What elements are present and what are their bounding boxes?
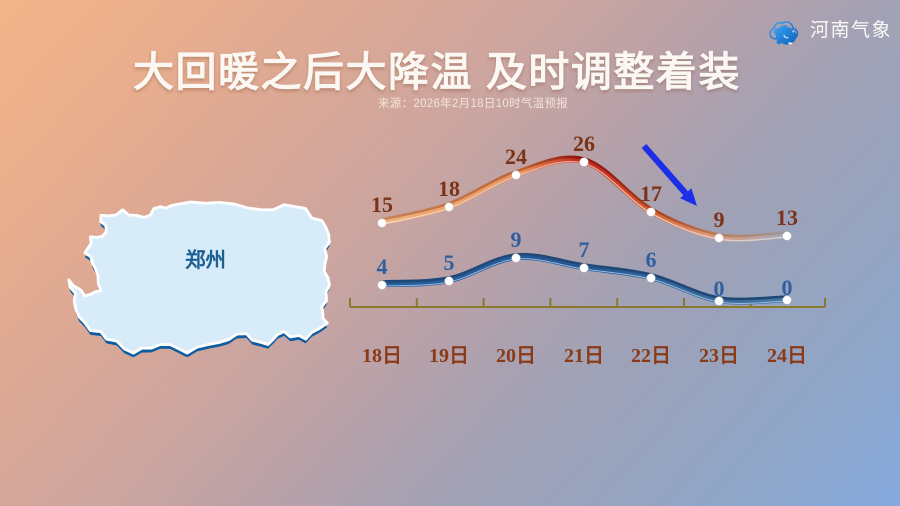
svg-text:5: 5	[444, 250, 455, 275]
svg-text:9: 9	[511, 227, 522, 252]
svg-text:19日: 19日	[429, 345, 469, 367]
svg-text:15: 15	[371, 192, 393, 217]
svg-text:17: 17	[640, 181, 662, 206]
svg-text:6: 6	[646, 247, 657, 272]
svg-text:18日: 18日	[362, 345, 402, 367]
svg-text:郑州: 郑州	[185, 249, 226, 272]
svg-text:18: 18	[438, 176, 460, 201]
svg-text:9: 9	[714, 207, 725, 232]
svg-text:0: 0	[714, 276, 725, 301]
svg-text:24日: 24日	[767, 345, 807, 367]
svg-text:24: 24	[505, 144, 527, 169]
svg-text:22日: 22日	[631, 345, 671, 367]
svg-text:23日: 23日	[699, 345, 739, 367]
svg-text:21日: 21日	[564, 345, 604, 367]
svg-text:20日: 20日	[496, 345, 536, 367]
svg-text:26: 26	[573, 131, 595, 156]
svg-text:7: 7	[579, 237, 590, 262]
svg-text:4: 4	[377, 254, 388, 279]
svg-text:0: 0	[782, 275, 793, 300]
svg-text:13: 13	[776, 205, 798, 230]
